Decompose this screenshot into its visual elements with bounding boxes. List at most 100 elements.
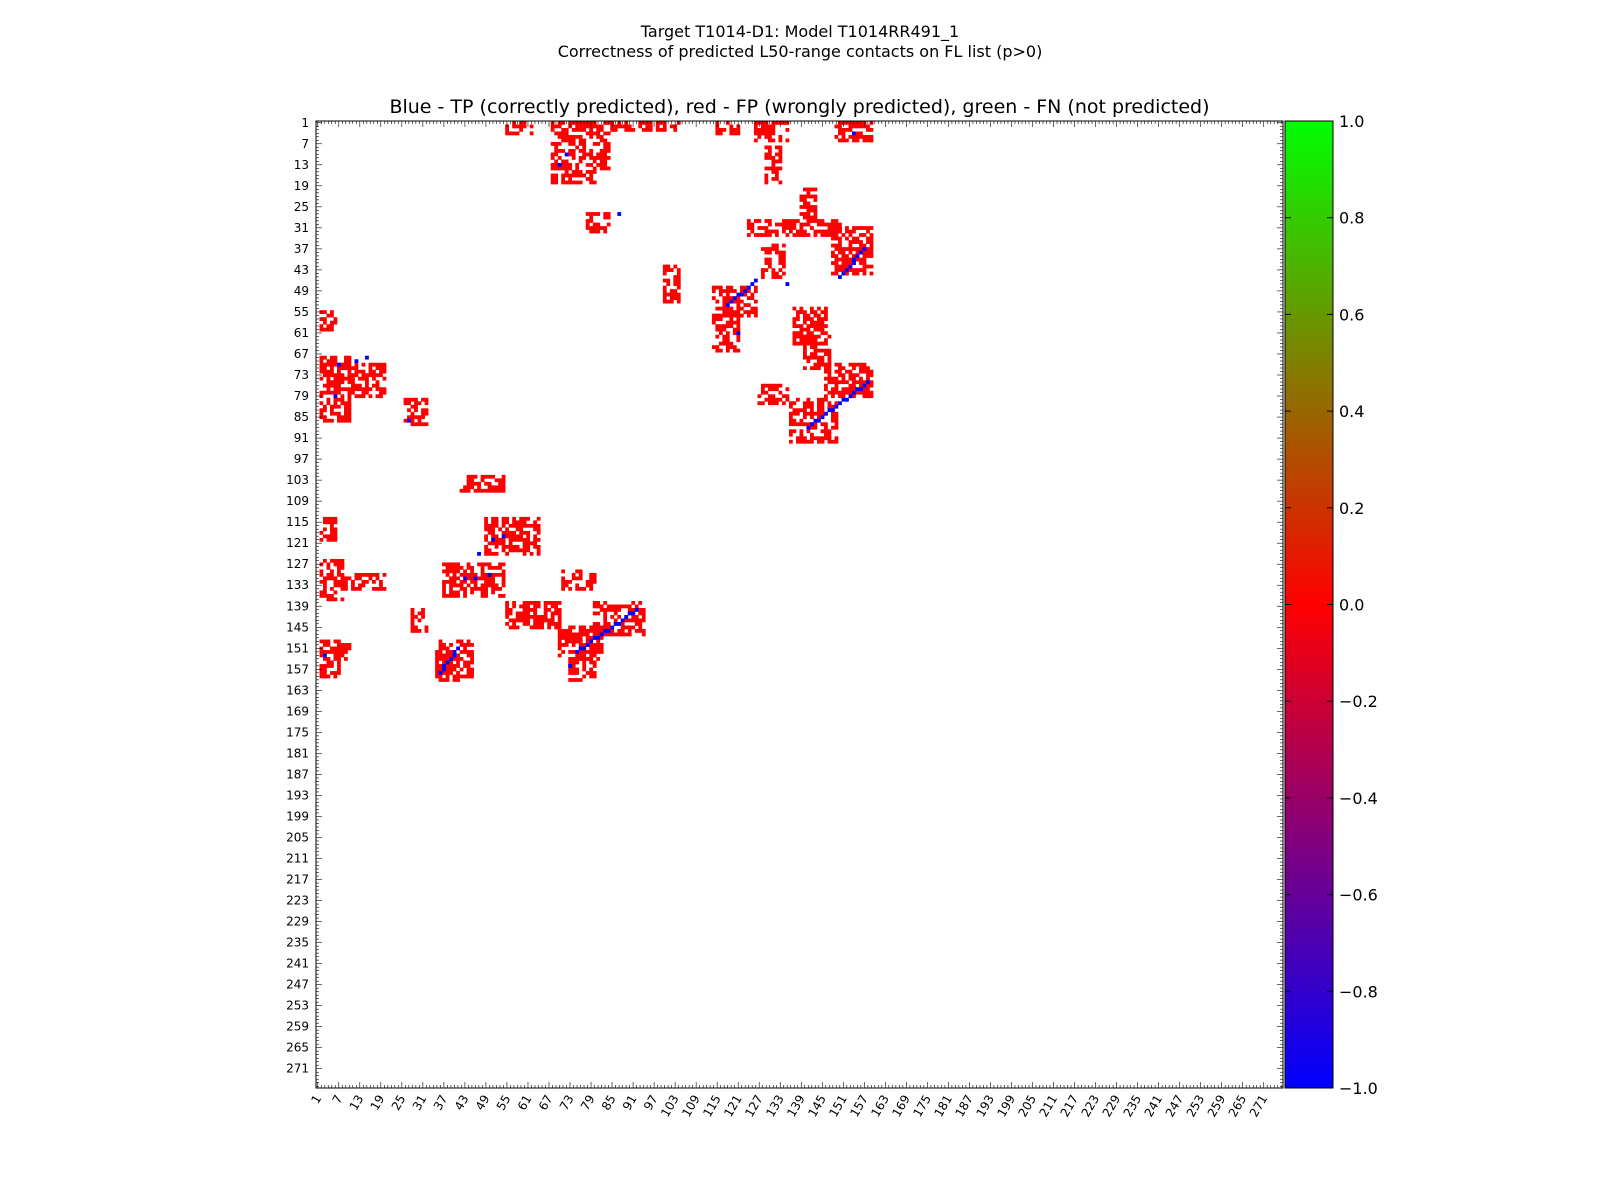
fp-cell <box>344 401 348 406</box>
fp-cell <box>803 338 807 343</box>
fp-cell <box>596 646 601 651</box>
fp-cell <box>550 152 555 157</box>
fp-cell <box>424 625 429 630</box>
fp-cell <box>368 373 373 378</box>
fp-cell <box>831 390 835 395</box>
fp-cell <box>337 569 341 574</box>
fp-cell <box>866 390 870 395</box>
fp-cell <box>540 625 545 630</box>
fp-cell <box>585 639 590 644</box>
fp-cell <box>337 373 341 378</box>
tp-cell <box>753 278 758 283</box>
fp-cell <box>424 411 429 416</box>
fp-cell <box>859 226 863 230</box>
y-tick-label: 7 <box>301 137 309 151</box>
fp-cell <box>596 625 601 630</box>
y-tick-label: 109 <box>286 494 309 508</box>
fp-cell <box>344 576 348 581</box>
fp-cell <box>589 653 594 658</box>
fp-cell <box>813 338 818 343</box>
fp-cell <box>494 516 499 521</box>
fp-cell <box>571 173 576 178</box>
fp-cell <box>347 415 352 420</box>
fp-cell <box>785 397 790 402</box>
fp-cell <box>596 226 601 230</box>
fp-cell <box>505 520 509 525</box>
fp-cell <box>526 523 531 528</box>
fp-cell <box>859 124 863 129</box>
fp-cell <box>484 586 488 591</box>
fp-cell <box>561 643 566 647</box>
fp-cell <box>410 618 415 623</box>
fp-cell <box>354 572 359 577</box>
fp-cell <box>599 608 604 612</box>
fp-cell <box>806 334 811 339</box>
fp-cell <box>522 520 527 525</box>
fp-cell <box>673 128 678 132</box>
fp-cell <box>803 345 807 350</box>
y-tick-label: 205 <box>286 830 309 844</box>
fp-cell <box>817 317 821 321</box>
fp-cell <box>753 131 758 136</box>
x-tick-label: 199 <box>994 1093 1018 1120</box>
fp-cell <box>753 285 758 290</box>
fp-cell <box>866 264 870 269</box>
fp-cell <box>330 671 334 675</box>
fp-cell <box>869 226 874 230</box>
fp-cell <box>407 415 411 420</box>
colorbar-tick-label: 0.0 <box>1339 596 1364 615</box>
fp-cell <box>848 257 853 262</box>
fp-cell <box>578 643 583 647</box>
fp-cell <box>862 243 867 248</box>
fp-cell <box>550 156 555 160</box>
fp-cell <box>620 625 625 630</box>
fp-cell <box>498 572 502 577</box>
tp-cell <box>834 404 839 409</box>
fp-cell <box>729 128 734 132</box>
fp-cell <box>729 131 734 136</box>
fp-cell <box>470 660 474 665</box>
fp-cell <box>330 597 334 602</box>
fp-cell <box>470 474 474 479</box>
fp-cell <box>848 250 853 255</box>
fp-cell <box>319 359 324 364</box>
fp-cell <box>760 233 765 237</box>
fp-cell <box>526 537 531 542</box>
fp-cell <box>512 534 516 539</box>
fp-cell <box>522 548 527 553</box>
fp-cell <box>774 229 779 234</box>
fp-cell <box>641 128 646 132</box>
fp-cell <box>746 222 751 227</box>
fp-cell <box>470 667 474 672</box>
fp-cell <box>778 222 783 227</box>
fp-cell <box>803 404 807 409</box>
fp-cell <box>799 432 804 437</box>
fp-cell <box>484 537 488 542</box>
fp-cell <box>859 243 863 248</box>
fp-cell <box>813 348 818 353</box>
fp-cell <box>582 664 587 668</box>
fp-cell <box>736 128 741 132</box>
fp-cell <box>771 383 776 388</box>
x-tick-label: 235 <box>1121 1093 1145 1120</box>
fp-cell <box>340 376 345 381</box>
fp-cell <box>561 583 566 588</box>
tp-cell <box>838 401 842 406</box>
fp-cell <box>323 583 327 588</box>
fp-cell <box>715 128 720 132</box>
y-tick-label: 229 <box>286 915 309 929</box>
fp-cell <box>435 660 439 665</box>
fp-cell <box>796 310 800 314</box>
fp-cell <box>736 338 741 343</box>
fp-cell <box>638 618 643 623</box>
fp-cell <box>445 646 450 651</box>
fp-cell <box>606 608 611 612</box>
x-tick-label: 247 <box>1163 1093 1187 1120</box>
fp-cell <box>326 387 331 392</box>
fp-cell <box>592 604 597 609</box>
x-tick-label: 85 <box>599 1093 619 1113</box>
fp-cell <box>340 394 345 399</box>
fp-cell <box>592 180 597 185</box>
fp-cell <box>718 313 723 318</box>
fp-cell <box>575 667 580 672</box>
